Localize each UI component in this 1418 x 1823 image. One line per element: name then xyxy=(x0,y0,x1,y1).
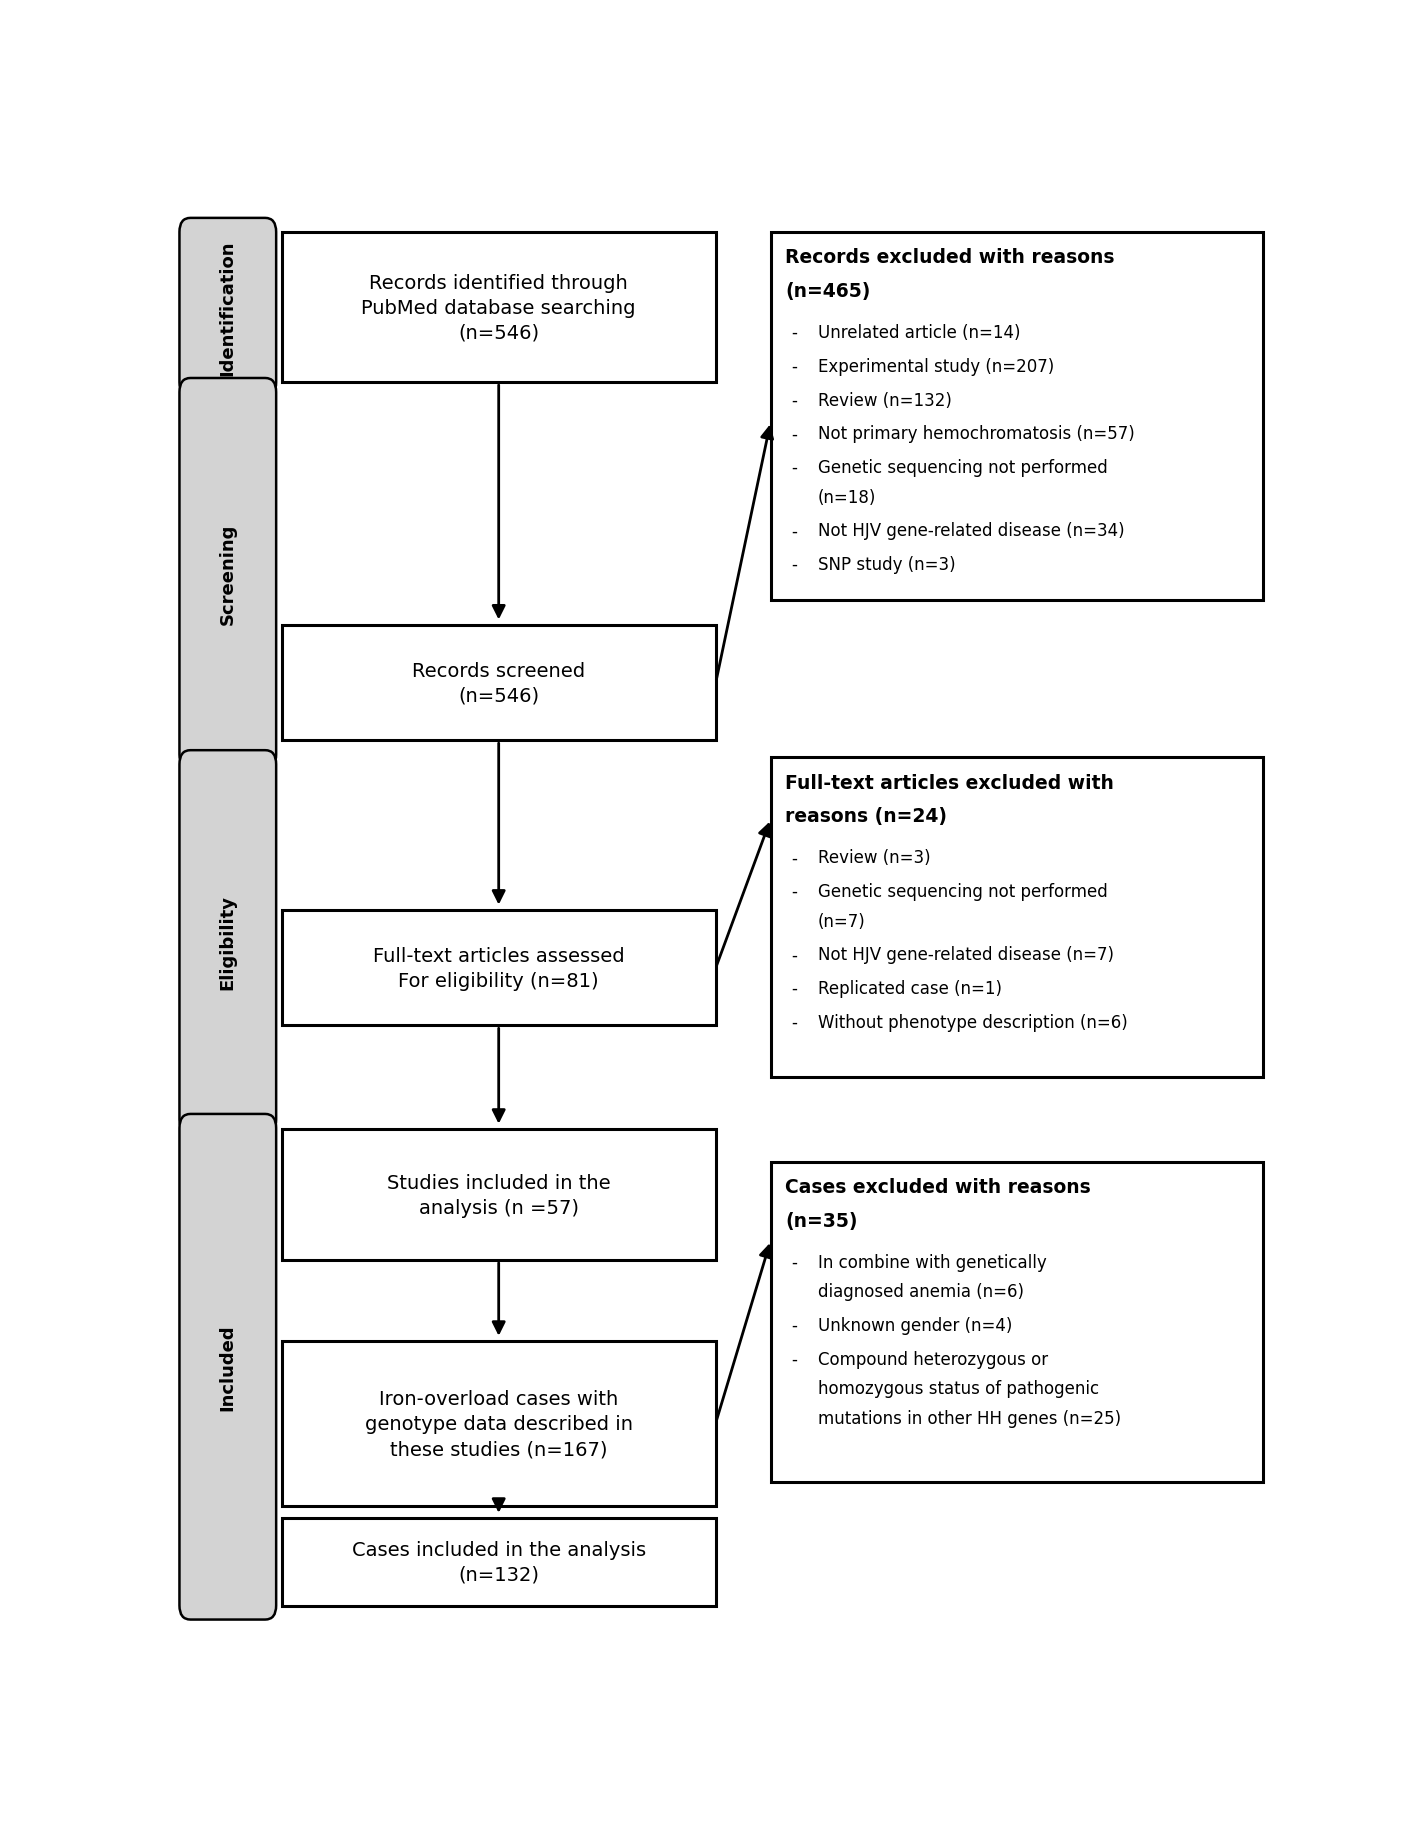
Text: -: - xyxy=(791,882,797,901)
Text: -: - xyxy=(791,979,797,997)
Bar xyxy=(771,758,1263,1077)
Text: Included: Included xyxy=(218,1323,237,1411)
Text: Cases included in the analysis
(n=132): Cases included in the analysis (n=132) xyxy=(352,1540,645,1584)
Text: In combine with genetically: In combine with genetically xyxy=(818,1252,1046,1271)
Text: Records screened
(n=546): Records screened (n=546) xyxy=(413,662,586,706)
Bar xyxy=(771,233,1263,600)
Bar xyxy=(282,233,716,383)
Text: SNP study (n=3): SNP study (n=3) xyxy=(818,556,956,574)
Text: -: - xyxy=(791,392,797,410)
Text: Full-text articles excluded with: Full-text articles excluded with xyxy=(786,773,1115,793)
Text: Not HJV gene-related disease (n=34): Not HJV gene-related disease (n=34) xyxy=(818,521,1124,540)
Text: Records identified through
PubMed database searching
(n=546): Records identified through PubMed databa… xyxy=(362,273,635,343)
Text: Unknown gender (n=4): Unknown gender (n=4) xyxy=(818,1316,1012,1334)
Text: Without phenotype description (n=6): Without phenotype description (n=6) xyxy=(818,1014,1127,1032)
FancyBboxPatch shape xyxy=(180,1114,277,1619)
Text: Identification: Identification xyxy=(218,241,237,376)
Text: Full-text articles assessed
For eligibility (n=81): Full-text articles assessed For eligibil… xyxy=(373,946,624,990)
Bar xyxy=(282,625,716,740)
Text: (n=7): (n=7) xyxy=(818,912,865,930)
Text: Genetic sequencing not performed: Genetic sequencing not performed xyxy=(818,459,1107,478)
Text: Genetic sequencing not performed: Genetic sequencing not performed xyxy=(818,882,1107,901)
Bar xyxy=(282,912,716,1026)
Text: Screening: Screening xyxy=(218,523,237,625)
Text: homozygous status of pathogenic: homozygous status of pathogenic xyxy=(818,1380,1099,1398)
Text: -: - xyxy=(791,425,797,443)
FancyBboxPatch shape xyxy=(180,751,277,1134)
FancyBboxPatch shape xyxy=(180,219,277,397)
Text: (n=18): (n=18) xyxy=(818,489,876,507)
Text: (n=35): (n=35) xyxy=(786,1210,858,1231)
Text: Compound heterozygous or: Compound heterozygous or xyxy=(818,1351,1048,1367)
Text: (n=465): (n=465) xyxy=(786,283,871,301)
Text: -: - xyxy=(791,850,797,868)
Bar xyxy=(771,1161,1263,1482)
Text: Studies included in the
analysis (n =57): Studies included in the analysis (n =57) xyxy=(387,1172,611,1218)
Text: Review (n=3): Review (n=3) xyxy=(818,850,930,868)
Text: Replicated case (n=1): Replicated case (n=1) xyxy=(818,979,1003,997)
Text: Experimental study (n=207): Experimental study (n=207) xyxy=(818,357,1054,376)
Text: -: - xyxy=(791,459,797,478)
Text: reasons (n=24): reasons (n=24) xyxy=(786,808,947,826)
Text: Unrelated article (n=14): Unrelated article (n=14) xyxy=(818,324,1021,343)
Text: -: - xyxy=(791,324,797,343)
Text: Review (n=132): Review (n=132) xyxy=(818,392,951,410)
Bar xyxy=(282,1130,716,1260)
Text: Eligibility: Eligibility xyxy=(218,895,237,990)
Text: -: - xyxy=(791,1252,797,1271)
Text: -: - xyxy=(791,1316,797,1334)
Text: diagnosed anemia (n=6): diagnosed anemia (n=6) xyxy=(818,1283,1024,1302)
Text: -: - xyxy=(791,946,797,964)
Text: mutations in other HH genes (n=25): mutations in other HH genes (n=25) xyxy=(818,1409,1122,1427)
FancyBboxPatch shape xyxy=(180,379,277,769)
Text: -: - xyxy=(791,521,797,540)
Text: -: - xyxy=(791,556,797,574)
Text: -: - xyxy=(791,1014,797,1032)
Text: Iron-overload cases with
genotype data described in
these studies (n=167): Iron-overload cases with genotype data d… xyxy=(364,1389,632,1458)
Text: -: - xyxy=(791,1351,797,1367)
Text: -: - xyxy=(791,357,797,376)
Text: Not primary hemochromatosis (n=57): Not primary hemochromatosis (n=57) xyxy=(818,425,1134,443)
Text: Not HJV gene-related disease (n=7): Not HJV gene-related disease (n=7) xyxy=(818,946,1115,964)
Text: Records excluded with reasons: Records excluded with reasons xyxy=(786,248,1115,268)
Text: Cases excluded with reasons: Cases excluded with reasons xyxy=(786,1178,1090,1196)
Bar xyxy=(282,1342,716,1506)
Bar xyxy=(282,1519,716,1606)
